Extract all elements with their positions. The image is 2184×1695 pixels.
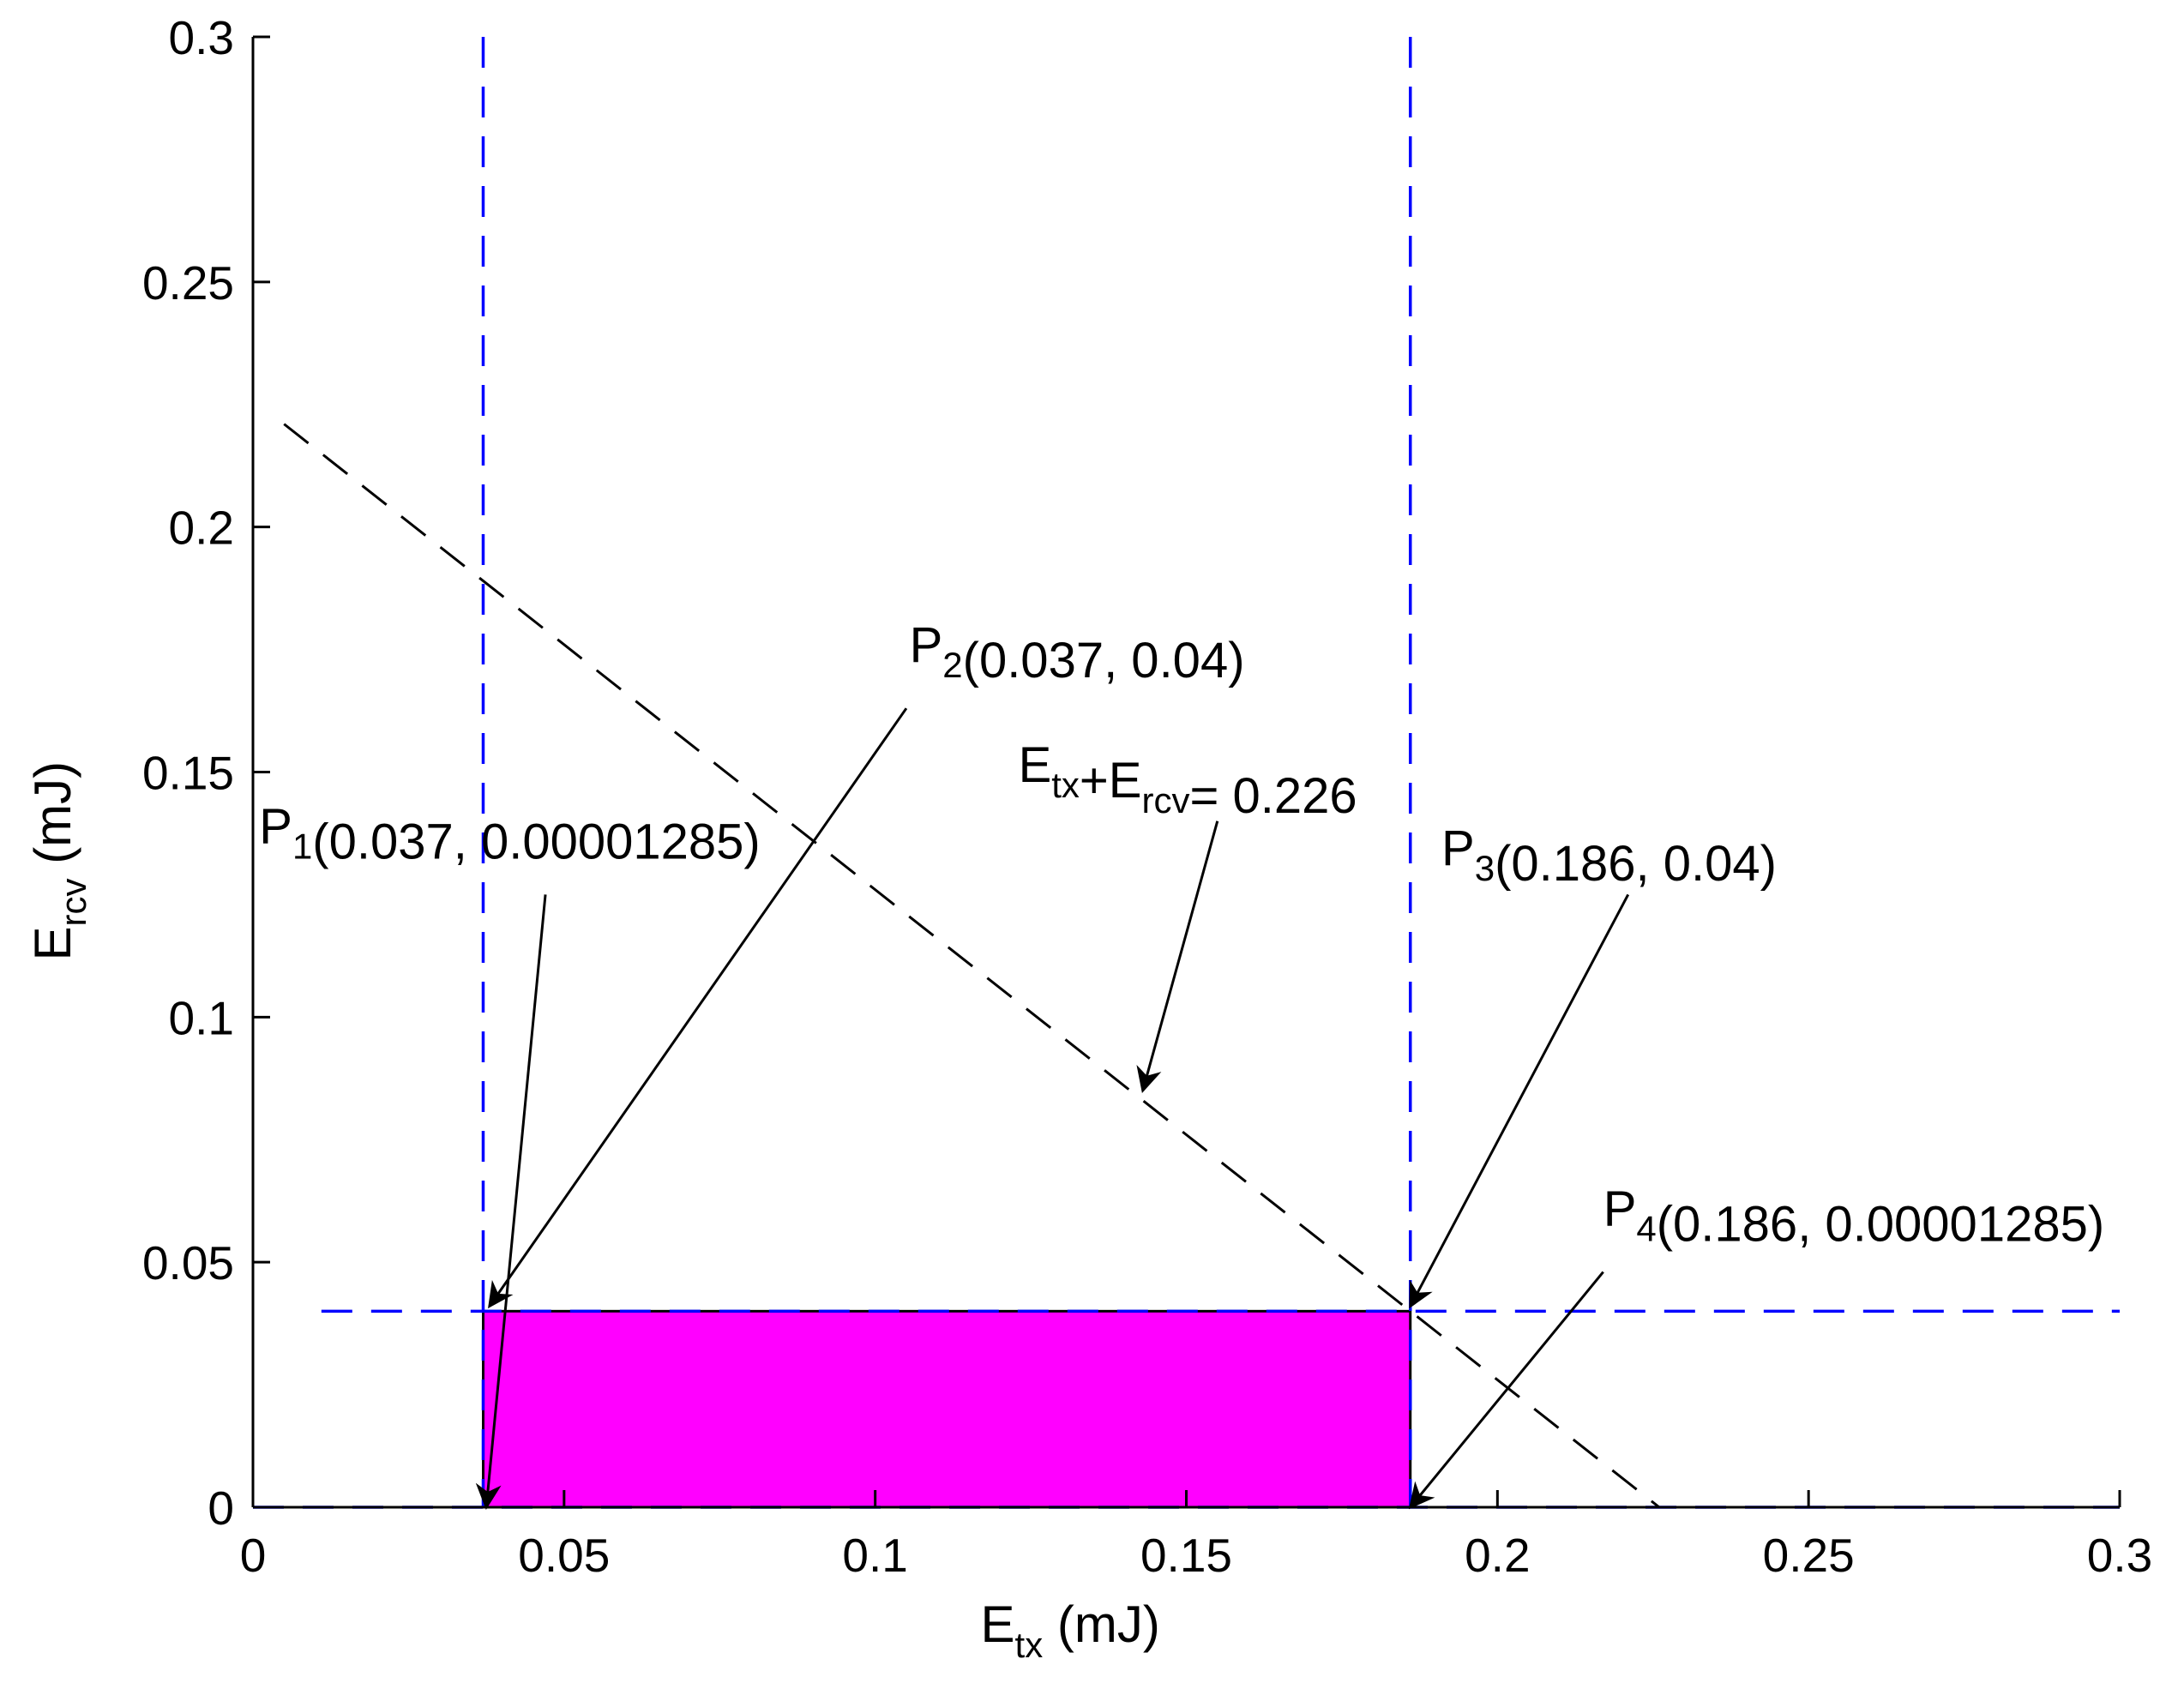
feasible-region <box>481 1309 1412 1509</box>
axes: 0 0.05 0.1 0.15 0.2 0.25 0.3 0 0.05 0.1 0.15 0.2 0.2… <box>142 11 2152 1582</box>
point-label-p1-main: (0.037, 0.00001285) <box>312 814 760 869</box>
x-tick-label: 0 <box>240 1529 267 1582</box>
y-tick-label: 0.1 <box>169 991 234 1044</box>
sum-label-sub: rcv <box>1141 780 1189 820</box>
sum-label-main: +E <box>1080 753 1142 808</box>
point-label-p3-sub: 3 <box>1475 848 1495 888</box>
sum-label-main: E <box>1019 737 1052 793</box>
y-axis-label-part: rcv <box>53 878 93 926</box>
point-label-p1-main: P <box>259 798 292 854</box>
annotation-arrow-p1 <box>475 894 547 1510</box>
y-axis-label-part: (mJ) <box>24 761 81 879</box>
point-label-p2-main: (0.037, 0.04) <box>963 633 1245 688</box>
x-tick-label: 0.2 <box>1465 1529 1530 1582</box>
x-tick-label: 0.1 <box>842 1529 907 1582</box>
y-axis-label: Ercv (mJ) <box>24 761 93 961</box>
point-label-p4-sub: 4 <box>1636 1208 1656 1248</box>
x-tick-label: 0.05 <box>518 1529 610 1582</box>
annotation-arrow-p2 <box>488 707 908 1309</box>
sum-constraint-line <box>283 423 1660 1509</box>
point-label-p3-main: P <box>1441 820 1475 876</box>
point-label-p2-main: P <box>910 617 943 673</box>
point-label-p2: P2(0.037, 0.04) <box>910 617 1245 688</box>
x-tick-label: 0.3 <box>2087 1529 2152 1582</box>
x-tick-label: 0.15 <box>1140 1529 1232 1582</box>
annotation-arrow-p4 <box>1408 1271 1604 1510</box>
x-tick-label: 0.25 <box>1763 1529 1855 1582</box>
axis-labels: Etx (mJ) Ercv (mJ) <box>24 761 1160 1665</box>
point-label-p4-main: P <box>1603 1181 1637 1236</box>
annotations: P1(0.037, 0.00001285)P2(0.037, 0.04)P3(0… <box>259 617 2104 1510</box>
sum-label-sub: tx <box>1051 765 1080 805</box>
point-label-p4-main: (0.186, 0.00001285) <box>1657 1196 2104 1252</box>
y-axis-label-part: E <box>24 926 81 960</box>
x-axis-label-part: tx <box>1015 1625 1044 1665</box>
annotation-arrow-sum <box>1136 820 1219 1093</box>
y-tick-label: 0.05 <box>142 1236 234 1289</box>
point-label-p3-main: (0.186, 0.04) <box>1495 836 1777 892</box>
x-axis-label: Etx (mJ) <box>981 1596 1160 1665</box>
point-label-p4: P4(0.186, 0.00001285) <box>1603 1181 2104 1252</box>
y-tick-label: 0.15 <box>142 747 234 800</box>
annotation-arrow-p3 <box>1409 893 1630 1309</box>
point-label-p1-sub: 1 <box>292 826 312 866</box>
sum-label-main: = 0.226 <box>1189 768 1357 824</box>
x-axis-label-part: (mJ) <box>1043 1596 1160 1653</box>
point-label-p1: P1(0.037, 0.00001285) <box>259 798 760 869</box>
point-label-p2-sub: 2 <box>942 645 962 685</box>
y-tick-label: 0.3 <box>169 11 234 64</box>
y-tick-label: 0.2 <box>169 502 234 555</box>
y-tick-label: 0 <box>208 1482 234 1535</box>
point-label-p3: P3(0.186, 0.04) <box>1441 820 1777 892</box>
x-axis-label-part: E <box>981 1596 1015 1653</box>
y-tick-label: 0.25 <box>142 256 234 310</box>
plot-area <box>253 37 2120 1509</box>
sum-label: Etx+Ercv= 0.226 <box>1019 737 1357 824</box>
